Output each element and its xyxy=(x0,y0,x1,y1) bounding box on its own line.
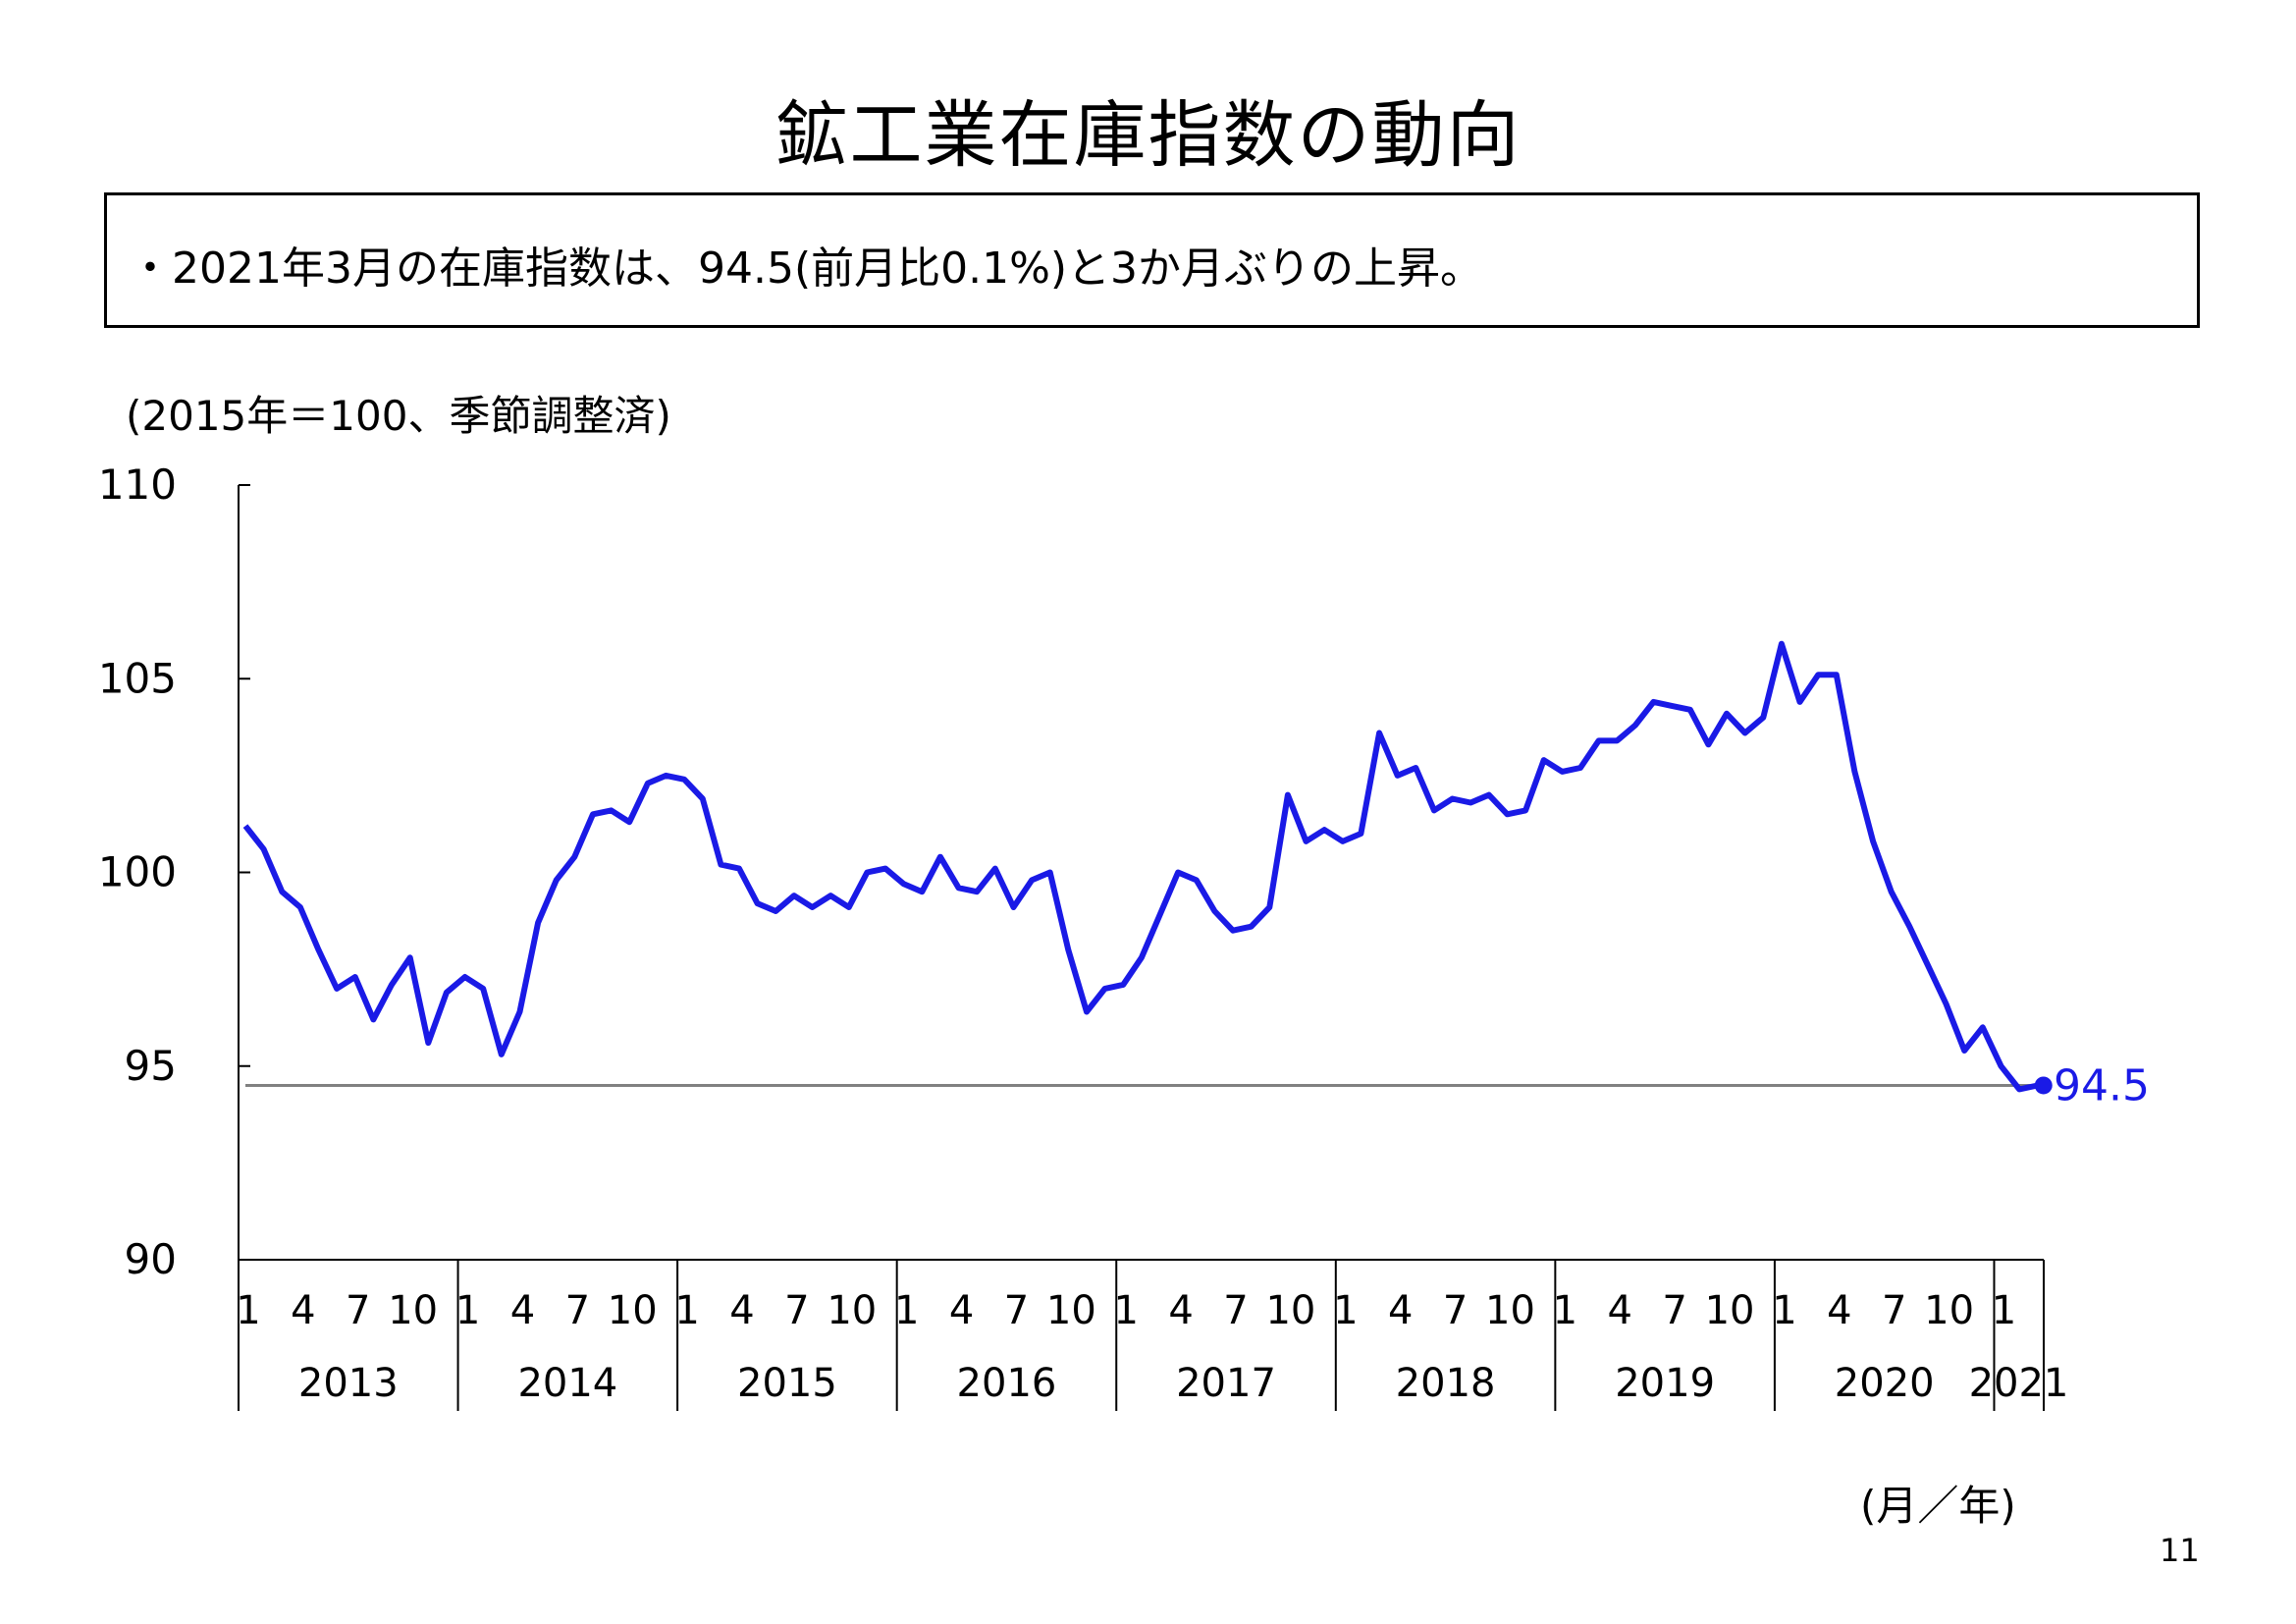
month-tick-label: 4 xyxy=(729,1288,754,1333)
month-tick-label: 7 xyxy=(1223,1288,1248,1333)
month-tick-label: 4 xyxy=(510,1288,535,1333)
month-tick-label: 10 xyxy=(1924,1288,1974,1333)
series-line xyxy=(242,640,2039,1093)
month-tick-label: 10 xyxy=(388,1288,438,1333)
month-tick-label: 1 xyxy=(455,1288,480,1333)
month-tick-label: 7 xyxy=(1443,1288,1468,1333)
y-tick-label: 110 xyxy=(98,460,177,509)
month-tick-label: 1 xyxy=(236,1288,260,1333)
year-tick-label: 2020 xyxy=(1835,1361,1935,1406)
chart-axes xyxy=(238,484,2045,1411)
last-data-point xyxy=(2034,1076,2053,1095)
month-tick-label: 1 xyxy=(1772,1288,1796,1333)
y-tick-label: 90 xyxy=(125,1235,177,1283)
month-tick-label: 10 xyxy=(1265,1288,1315,1333)
page-number: 11 xyxy=(2160,1532,2200,1569)
month-tick-label: 4 xyxy=(1388,1288,1413,1333)
page-title: 鉱工業在庫指数の動向 xyxy=(774,93,1522,178)
month-tick-label: 10 xyxy=(1485,1288,1535,1333)
month-tick-label: 10 xyxy=(827,1288,877,1333)
last-value-label: 94.5 xyxy=(2054,1060,2150,1110)
y-tick-label: 105 xyxy=(98,654,177,702)
month-tick-label: 4 xyxy=(291,1288,315,1333)
month-tick-label: 4 xyxy=(1608,1288,1632,1333)
year-tick-label: 2021 xyxy=(1969,1361,2069,1406)
year-tick-label: 2017 xyxy=(1176,1361,1276,1406)
month-tick-label: 1 xyxy=(1992,1288,2016,1333)
month-tick-label: 1 xyxy=(894,1288,919,1333)
year-tick-label: 2019 xyxy=(1615,1361,1715,1406)
month-tick-label: 10 xyxy=(608,1288,658,1333)
month-tick-label: 7 xyxy=(784,1288,809,1333)
month-tick-label: 1 xyxy=(674,1288,699,1333)
month-tick-label: 7 xyxy=(1662,1288,1686,1333)
month-tick-label: 1 xyxy=(1553,1288,1577,1333)
year-tick-label: 2015 xyxy=(737,1361,837,1406)
y-tick-label: 95 xyxy=(125,1042,177,1090)
year-tick-label: 2016 xyxy=(957,1361,1057,1406)
month-tick-label: 4 xyxy=(949,1288,974,1333)
year-tick-label: 2013 xyxy=(298,1361,399,1406)
summary-text: ・2021年3月の在庫指数は、94.5(前月比0.1%)と3か月ぶりの上昇。 xyxy=(129,244,1484,294)
month-tick-label: 7 xyxy=(346,1288,370,1333)
summary-box: ・2021年3月の在庫指数は、94.5(前月比0.1%)と3か月ぶりの上昇。 xyxy=(104,192,2200,328)
year-tick-label: 2018 xyxy=(1396,1361,1496,1406)
month-tick-label: 4 xyxy=(1827,1288,1851,1333)
month-tick-label: 7 xyxy=(565,1288,590,1333)
y-unit-label: (2015年＝100、季節調整済) xyxy=(126,392,671,440)
month-tick-label: 7 xyxy=(1882,1288,1906,1333)
year-tick-label: 2014 xyxy=(517,1361,617,1406)
month-tick-label: 10 xyxy=(1046,1288,1096,1333)
y-tick-label: 100 xyxy=(98,848,177,896)
y-tick-labels: 110 105 100 95 90 xyxy=(98,460,177,1283)
month-tick-label: 7 xyxy=(1004,1288,1029,1333)
month-tick-label: 1 xyxy=(1333,1288,1358,1333)
x-unit-label: (月／年) xyxy=(1860,1482,2016,1530)
month-tick-label: 10 xyxy=(1705,1288,1755,1333)
month-tick-label: 1 xyxy=(1114,1288,1139,1333)
month-tick-label: 4 xyxy=(1168,1288,1193,1333)
